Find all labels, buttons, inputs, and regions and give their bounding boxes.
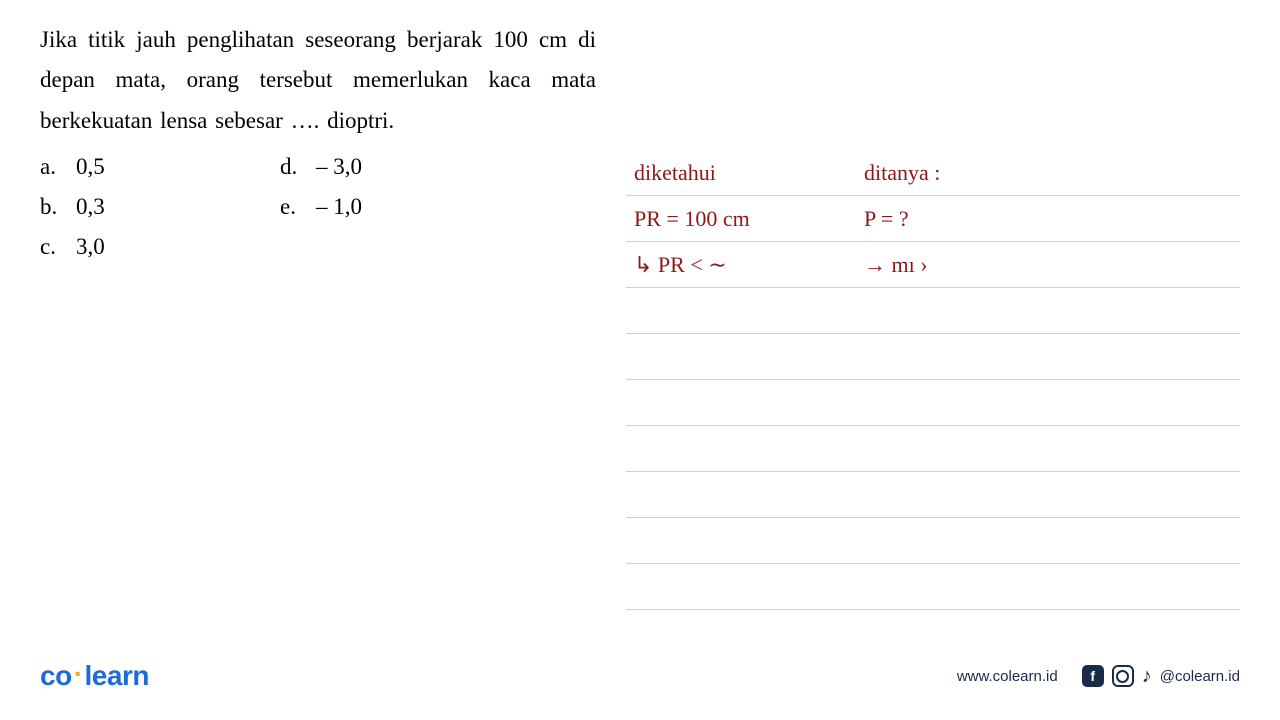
- instagram-icon: [1112, 665, 1134, 687]
- option-e: e. – 1,0: [280, 187, 520, 227]
- option-b: b. 0,3: [40, 187, 280, 227]
- option-letter: d.: [280, 147, 316, 187]
- question-column: Jika titik jauh penglihatan seseorang be…: [40, 20, 616, 700]
- option-value: – 1,0: [316, 187, 362, 227]
- option-c: c. 3,0: [40, 227, 280, 267]
- worksheet-blank-line: [626, 334, 1240, 380]
- worksheet-blank-line: [626, 380, 1240, 426]
- content-wrapper: Jika titik jauh penglihatan seseorang be…: [0, 0, 1280, 720]
- hw-mi-arrow: → mı ›: [864, 252, 1240, 278]
- logo-dot-icon: ·: [74, 658, 83, 689]
- options-container: a. 0,5 b. 0,3 c. 3,0 d. – 3,0 e.: [40, 147, 596, 268]
- logo-co: co: [40, 660, 72, 691]
- option-letter: c.: [40, 227, 76, 267]
- logo: co·learn: [40, 660, 149, 692]
- options-col-2: d. – 3,0 e. – 1,0: [280, 147, 520, 268]
- facebook-icon: f: [1082, 665, 1104, 687]
- option-d: d. – 3,0: [280, 147, 520, 187]
- worksheet-row: ↳ PR < ∼ → mı ›: [626, 242, 1240, 288]
- logo-learn: learn: [85, 660, 149, 691]
- worksheet-blank-line: [626, 518, 1240, 564]
- website-url: www.colearn.id: [957, 668, 1058, 685]
- options-col-1: a. 0,5 b. 0,3 c. 3,0: [40, 147, 280, 268]
- worksheet-column: diketahui ditanya : PR = 100 cm P = ? ↳ …: [616, 20, 1240, 700]
- footer: co·learn www.colearn.id f ♪ @colearn.id: [40, 660, 1240, 692]
- option-letter: a.: [40, 147, 76, 187]
- worksheet-blank-line: [626, 564, 1240, 610]
- social-handle: @colearn.id: [1160, 668, 1240, 685]
- worksheet-row: diketahui ditanya :: [626, 150, 1240, 196]
- tiktok-icon: ♪: [1142, 665, 1152, 688]
- worksheet-blank-line: [626, 288, 1240, 334]
- hw-ditanya-label: ditanya :: [864, 160, 1240, 186]
- option-value: 0,3: [76, 187, 105, 227]
- question-text: Jika titik jauh penglihatan seseorang be…: [40, 20, 596, 141]
- worksheet-row: PR = 100 cm P = ?: [626, 196, 1240, 242]
- social-icons: f ♪ @colearn.id: [1082, 665, 1240, 688]
- option-a: a. 0,5: [40, 147, 280, 187]
- worksheet-blank-line: [626, 472, 1240, 518]
- hw-p-question: P = ?: [864, 206, 1240, 232]
- hw-pr-value: PR = 100 cm: [634, 206, 864, 232]
- worksheet-blank-line: [626, 426, 1240, 472]
- option-value: 3,0: [76, 227, 105, 267]
- hw-diketahui-label: diketahui: [634, 160, 864, 186]
- hw-pr-condition: ↳ PR < ∼: [634, 252, 864, 278]
- footer-right: www.colearn.id f ♪ @colearn.id: [957, 665, 1240, 688]
- option-letter: b.: [40, 187, 76, 227]
- option-value: – 3,0: [316, 147, 362, 187]
- option-value: 0,5: [76, 147, 105, 187]
- option-letter: e.: [280, 187, 316, 227]
